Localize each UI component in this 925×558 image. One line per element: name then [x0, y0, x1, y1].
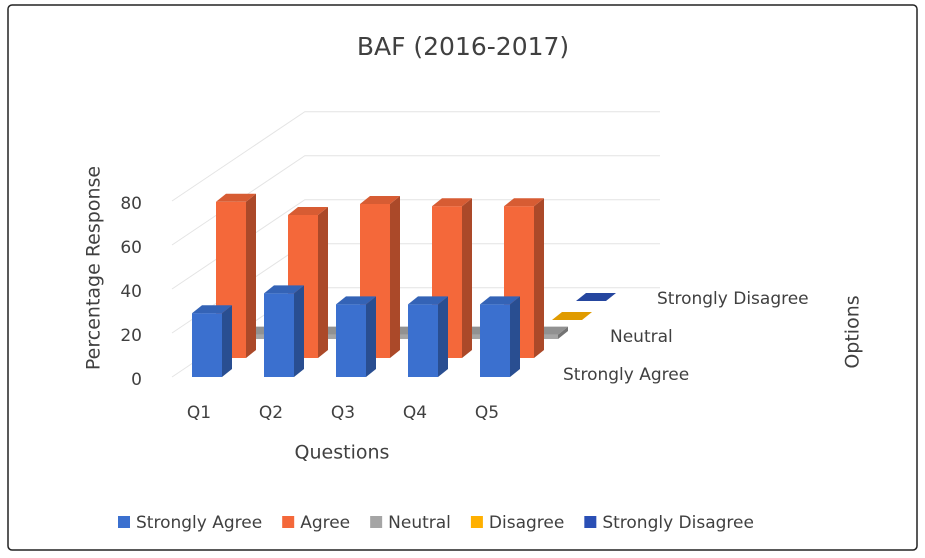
y-tick-label: 80: [120, 194, 142, 214]
z-tick-label: Strongly Disagree: [657, 289, 809, 309]
bar-top: [480, 296, 520, 305]
legend-swatch: [470, 516, 483, 528]
bar-side: [462, 198, 472, 358]
legend-swatch: [370, 516, 383, 528]
bar-top: [552, 312, 592, 320]
bar-side: [318, 207, 328, 358]
bar: [216, 193, 256, 358]
y-tick-label: 20: [120, 326, 142, 346]
legend-swatch: [584, 516, 597, 528]
y-axis-title: Percentage Response: [83, 166, 105, 370]
bar-front: [192, 313, 222, 377]
z-tick-label: Neutral: [610, 327, 673, 347]
chart-title: BAF (2016-2017): [357, 32, 569, 61]
bar-top: [288, 207, 328, 215]
bar-top: [360, 196, 400, 204]
bar-top: [216, 193, 256, 202]
bar: [192, 305, 232, 377]
x-tick-label: Q2: [259, 403, 283, 423]
bar-front: [264, 293, 294, 377]
x-axis-title: Questions: [295, 442, 390, 464]
bar-side: [390, 196, 400, 358]
bar: [336, 296, 376, 377]
legend-label: Strongly Disagree: [602, 513, 754, 533]
legend-swatch: [118, 516, 130, 528]
x-tick-label: Q4: [403, 403, 427, 423]
bar: [576, 293, 616, 301]
legend-label: Disagree: [489, 513, 564, 533]
bar-top: [408, 296, 448, 305]
bar: [264, 285, 304, 377]
legend-label: Strongly Agree: [136, 513, 262, 533]
bar-side: [222, 305, 232, 377]
x-tick-label: Q1: [187, 403, 211, 423]
z-tick-label: Strongly Agree: [563, 365, 689, 385]
x-tick-label: Q5: [475, 403, 499, 423]
z-axis-title: Options: [842, 295, 864, 368]
bar: [552, 312, 592, 320]
bar-side: [558, 326, 568, 339]
bar-top: [192, 305, 232, 314]
bar-side: [246, 193, 256, 358]
bar-side: [534, 198, 544, 358]
bar-top: [432, 198, 472, 207]
bar: [480, 296, 520, 377]
legend-label: Agree: [300, 513, 350, 533]
bar-top: [264, 285, 304, 294]
legend-label: Neutral: [388, 513, 451, 533]
y-tick-label: 60: [120, 238, 142, 258]
bar-top: [336, 296, 376, 305]
legend-swatch: [282, 516, 295, 528]
bar-front: [480, 304, 510, 377]
bar-top: [504, 198, 544, 207]
bar-side: [366, 296, 376, 377]
bar-front: [336, 304, 366, 377]
bar-side: [438, 296, 448, 377]
y-tick-label: 0: [131, 370, 142, 390]
bar-top: [576, 293, 616, 301]
bar: [408, 296, 448, 377]
grid-line: [171, 111, 660, 202]
bar-front: [408, 304, 438, 377]
bar-side: [294, 285, 304, 377]
bar-side: [510, 296, 520, 377]
y-tick-label: 40: [120, 282, 142, 302]
x-tick-label: Q3: [331, 403, 355, 423]
